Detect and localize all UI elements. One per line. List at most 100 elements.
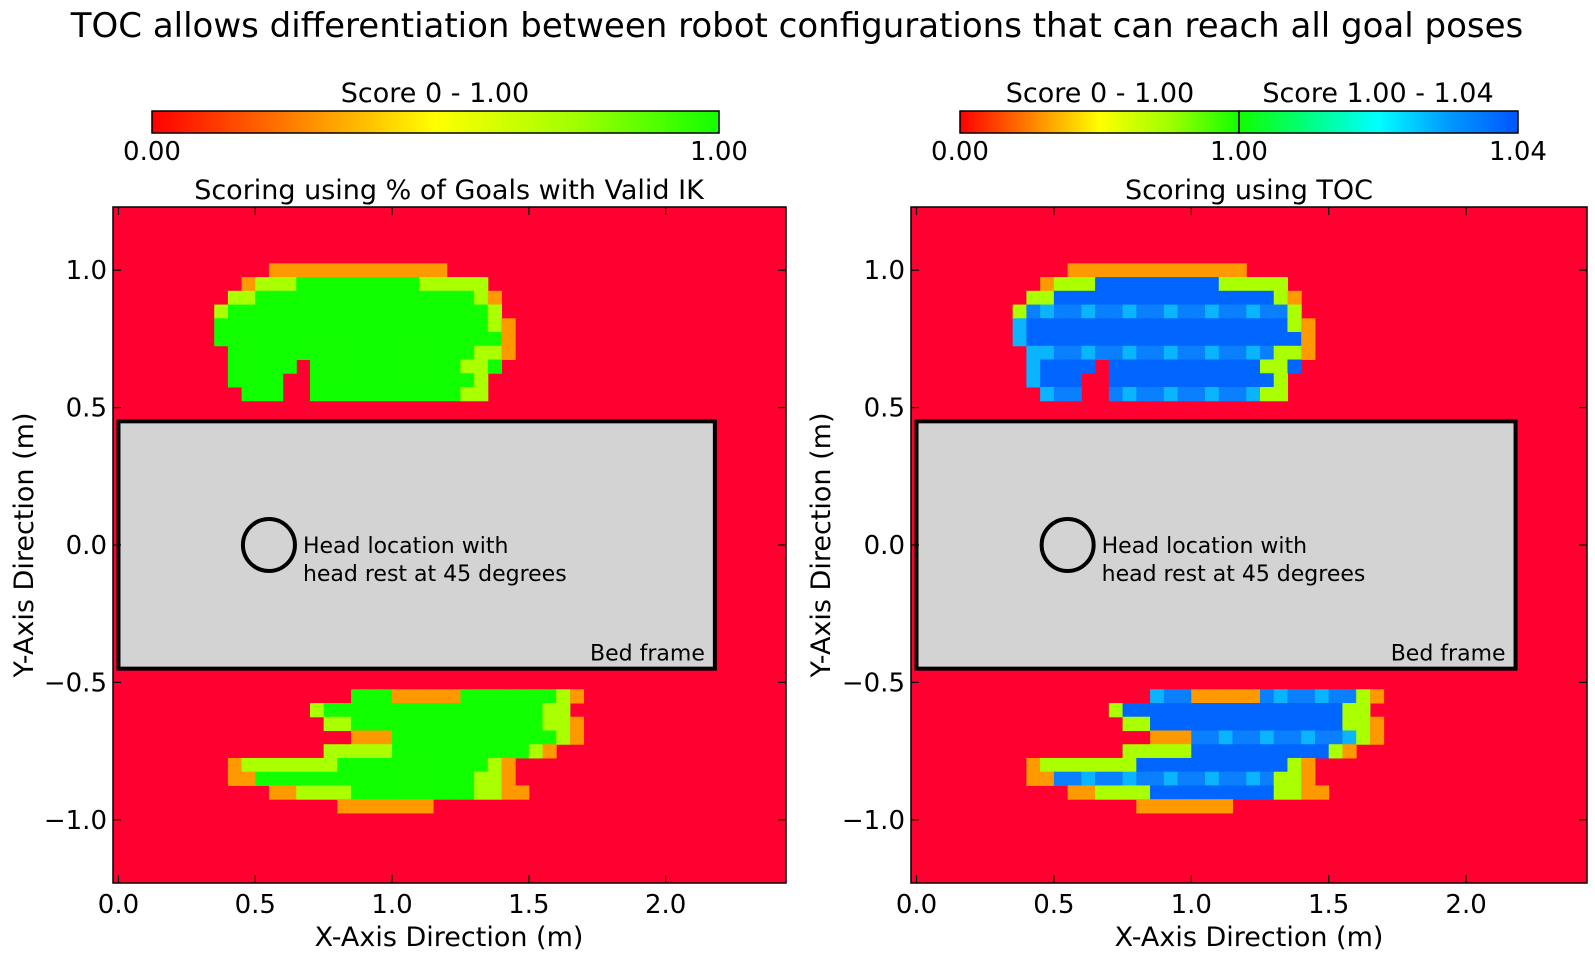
right-upper-cell	[1136, 263, 1151, 278]
left-lower-cell	[419, 703, 434, 718]
left-upper-cell	[241, 304, 256, 319]
left-lower-cell	[323, 744, 338, 759]
right-upper-cell	[1246, 290, 1261, 306]
right-upper-cell	[1122, 263, 1137, 278]
left-lower-cell	[569, 730, 585, 745]
left-lower-cell	[337, 744, 352, 759]
right-upper-cell	[1150, 263, 1165, 278]
left-plot-title: Scoring using % of Goals with Valid IK	[194, 175, 705, 206]
left-upper-cell	[323, 359, 338, 374]
left-colorbar-tick-1: 1.00	[690, 137, 748, 167]
right-upper-cell	[1122, 345, 1137, 361]
right-plot-area: Head location with head rest at 45 degre…	[842, 206, 1588, 920]
left-lower-cell	[405, 757, 420, 773]
left-upper-cell	[446, 373, 461, 388]
right-upper-cell	[1081, 345, 1096, 361]
left-lower-cell	[446, 730, 461, 745]
left-lower-cell	[364, 744, 379, 759]
left-upper-cell	[282, 290, 297, 306]
right-lower-cell	[1369, 689, 1385, 704]
right-bed-label: Bed frame	[1391, 642, 1506, 667]
right-upper-cell	[1040, 345, 1055, 361]
left-upper-cell	[446, 318, 461, 333]
right-lower-cell	[1328, 730, 1343, 745]
right-upper-cell	[1040, 386, 1055, 402]
left-lower-cell	[542, 744, 557, 759]
left-colorbar-label: Score 0 - 1.00	[341, 78, 529, 109]
left-plot-area: Head location with head rest at 45 degre…	[44, 206, 787, 920]
left-lower-cell	[392, 799, 407, 814]
left-upper-cell	[487, 290, 502, 306]
right-lower-cell	[1177, 757, 1192, 773]
right-upper-cell	[1273, 386, 1288, 402]
right-upper-cell	[1205, 345, 1220, 361]
right-lower-cell	[1246, 757, 1261, 773]
right-upper-cell	[1081, 332, 1096, 347]
right-upper-cell	[1136, 373, 1151, 388]
right-upper-cell	[1053, 290, 1069, 306]
left-lower-cell	[474, 771, 489, 786]
left-lower-cell	[556, 689, 571, 704]
left-upper-cell	[460, 318, 475, 333]
left-upper-cell	[433, 304, 448, 319]
left-upper-cell	[296, 345, 311, 361]
right-upper-cell	[1287, 318, 1302, 333]
right-lower-cell	[1150, 757, 1165, 773]
left-lower-cell	[405, 703, 420, 718]
right-upper-cell	[1040, 290, 1055, 306]
right-lower-cell	[1067, 785, 1082, 800]
right-upper-cell	[1108, 277, 1124, 292]
right-lower-cell	[1150, 716, 1165, 731]
right-upper-cell	[1259, 290, 1275, 306]
right-upper-cell	[1205, 359, 1220, 374]
right-lower-cell	[1081, 757, 1096, 773]
left-upper-cell	[323, 332, 338, 347]
left-upper-cell	[323, 277, 338, 292]
right-bed-frame	[914, 419, 1518, 671]
left-lower-cell	[419, 757, 434, 773]
left-lower-cell	[501, 785, 516, 800]
right-upper-cell	[1301, 318, 1316, 333]
right-lower-cell	[1259, 703, 1275, 718]
left-upper-cell	[364, 263, 379, 278]
left-lower-cell	[351, 757, 366, 773]
left-upper-cell	[351, 263, 366, 278]
left-lower-cell	[474, 703, 489, 718]
right-lower-cell	[1273, 716, 1288, 731]
left-upper-cell	[405, 277, 420, 292]
right-lower-cell	[1122, 716, 1137, 731]
left-upper-cell	[392, 263, 407, 278]
left-lower-cell	[364, 785, 379, 800]
left-upper-cell	[337, 290, 352, 306]
left-lower-cell	[474, 744, 489, 759]
left-upper-cell	[460, 277, 475, 292]
left-lower-cell	[392, 744, 407, 759]
left-lower-cell	[405, 689, 420, 704]
left-upper-cell	[501, 345, 516, 361]
right-upper-cell	[1163, 373, 1179, 388]
right-lower-cell	[1356, 716, 1371, 731]
left-upper-cell	[474, 304, 489, 319]
left-upper-cell	[255, 386, 270, 402]
right-upper-cell	[1191, 318, 1206, 333]
right-lower-cell	[1067, 771, 1082, 786]
right-upper-cell	[1205, 332, 1220, 347]
left-lower-cell	[419, 730, 434, 745]
right-upper-cell	[1040, 318, 1055, 333]
left-upper-cell	[392, 345, 407, 361]
left-lower-cell	[501, 730, 516, 745]
right-upper-cell	[1067, 290, 1082, 306]
left-lower-cell	[296, 785, 311, 800]
left-upper-cell	[337, 263, 352, 278]
left-upper-cell	[268, 318, 284, 333]
left-lower-cell	[542, 703, 557, 718]
left-lower-cell	[556, 703, 571, 718]
left-upper-cell	[351, 277, 366, 292]
right-colorbar-label-1: Score 0 - 1.00	[1006, 78, 1194, 109]
right-head-annotation-line1: Head location with	[1102, 534, 1307, 559]
right-upper-cell	[1163, 277, 1179, 292]
right-upper-cell	[1205, 386, 1220, 402]
right-upper-cell	[1067, 263, 1082, 278]
right-lower-cell	[1177, 771, 1192, 786]
right-upper-cell	[1053, 277, 1069, 292]
